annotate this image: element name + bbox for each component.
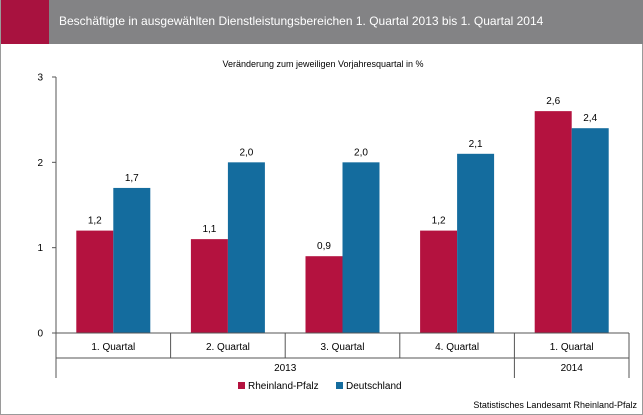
legend: Rheinland-Pfalz Deutschland: [238, 381, 402, 392]
x-category-label: 3. Quartal: [321, 342, 365, 353]
data-label: 2,6: [546, 96, 560, 107]
x-category-label: 2. Quartal: [206, 342, 250, 353]
bars-group: 1,2 1,7 1,1 2,0 0,9 2,0 1,2 2,1 2,6 2,4: [76, 96, 609, 333]
bar-rheinland-pfalz: [534, 111, 572, 333]
bar-deutschland: [113, 187, 151, 333]
bar-deutschland: [227, 162, 265, 333]
data-label: 1,7: [125, 173, 139, 184]
y-tick-label: 3: [37, 73, 43, 84]
year-group-label: 2013: [274, 363, 297, 374]
y-tick-label: 2: [37, 158, 43, 169]
bar-deutschland: [342, 162, 380, 333]
header-accent-block: [1, 0, 49, 44]
bar-rheinland-pfalz: [305, 256, 343, 333]
data-label: 1,2: [88, 216, 102, 227]
chart-title: Beschäftigte in ausgewählten Dienstleist…: [59, 14, 544, 28]
x-axis: 1. Quartal 2. Quartal 3. Quartal 4. Quartal…: [55, 332, 630, 378]
bar-rheinland-pfalz: [420, 230, 458, 333]
bar-deutschland: [571, 128, 609, 333]
y-axis: 0 1 2 3: [37, 73, 57, 340]
data-label: 2,4: [583, 113, 597, 124]
year-group-label: 2014: [561, 363, 584, 374]
header-bar: Beschäftigte in ausgewählten Dienstleist…: [1, 0, 643, 44]
x-category-label: 4. Quartal: [435, 342, 479, 353]
data-label: 0,9: [317, 241, 331, 252]
legend-swatch-rheinland-pfalz: [238, 382, 245, 389]
chart-subtitle: Veränderung zum jeweiligen Vorjahresquar…: [222, 59, 423, 69]
y-tick-label: 0: [37, 329, 43, 340]
bar-rheinland-pfalz: [190, 239, 228, 333]
bar-deutschland: [457, 153, 495, 333]
x-category-label: 1. Quartal: [91, 342, 135, 353]
source-note: Statistisches Landesamt Rheinland-Pfalz: [473, 400, 637, 410]
data-label: 1,1: [202, 224, 216, 235]
legend-swatch-deutschland: [336, 382, 343, 389]
legend-label: Rheinland-Pfalz: [248, 381, 319, 392]
data-label: 2,1: [469, 139, 483, 150]
data-label: 1,2: [432, 216, 446, 227]
x-category-label: 1. Quartal: [550, 342, 594, 353]
legend-label: Deutschland: [346, 381, 402, 392]
y-tick-label: 1: [37, 243, 43, 254]
data-label: 2,0: [354, 147, 368, 158]
data-label: 2,0: [239, 147, 253, 158]
bar-rheinland-pfalz: [76, 230, 114, 333]
